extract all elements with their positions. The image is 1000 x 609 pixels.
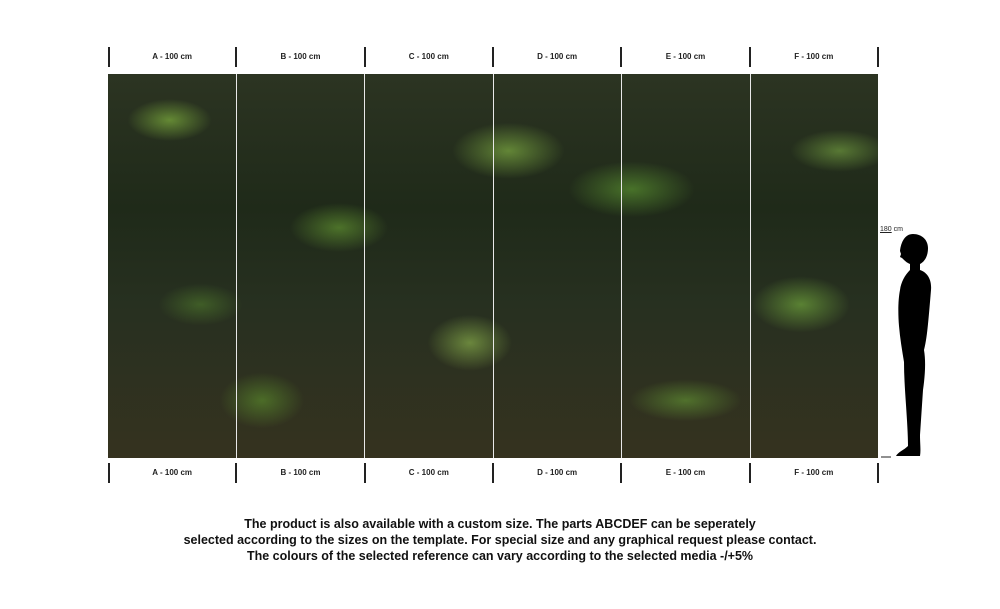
forest-mural-image <box>108 74 878 458</box>
panel-label-b: B - 100 cm <box>235 47 364 67</box>
note-line-1: The product is also available with a cus… <box>244 517 756 531</box>
height-marker-label: 180 cm <box>880 226 903 233</box>
mural-panel-b <box>237 74 365 458</box>
mural-panel-f <box>751 74 879 458</box>
panel-label-d: D - 100 cm <box>491 47 621 67</box>
panel-label-f: F - 100 cm <box>748 463 879 483</box>
human-silhouette-icon <box>881 234 932 458</box>
panel-label-c: C - 100 cm <box>363 463 493 483</box>
note-line-3: The colours of the selected reference ca… <box>246 549 754 563</box>
panel-label-a: A - 100 cm <box>108 463 236 483</box>
panel-label-b: B - 100 cm <box>235 463 364 483</box>
panel-label-c: C - 100 cm <box>363 47 493 67</box>
mural-panel-a <box>108 74 237 458</box>
note-line-2: selected according to the sizes on the t… <box>183 533 817 547</box>
panel-label-e: E - 100 cm <box>620 47 749 67</box>
mural-panel-d <box>494 74 622 458</box>
panel-label-f: F - 100 cm <box>748 47 879 67</box>
bottom-panel-labels: A - 100 cm B - 100 cm C - 100 cm D - 100… <box>108 463 879 483</box>
panel-label-e: E - 100 cm <box>620 463 749 483</box>
top-panel-labels: A - 100 cm B - 100 cm C - 100 cm D - 100… <box>108 47 879 67</box>
panel-label-d: D - 100 cm <box>491 463 621 483</box>
mural-panel-c <box>365 74 494 458</box>
panel-label-a: A - 100 cm <box>108 47 236 67</box>
product-note: The product is also available with a cus… <box>0 516 1000 564</box>
mural-panel-e <box>622 74 751 458</box>
